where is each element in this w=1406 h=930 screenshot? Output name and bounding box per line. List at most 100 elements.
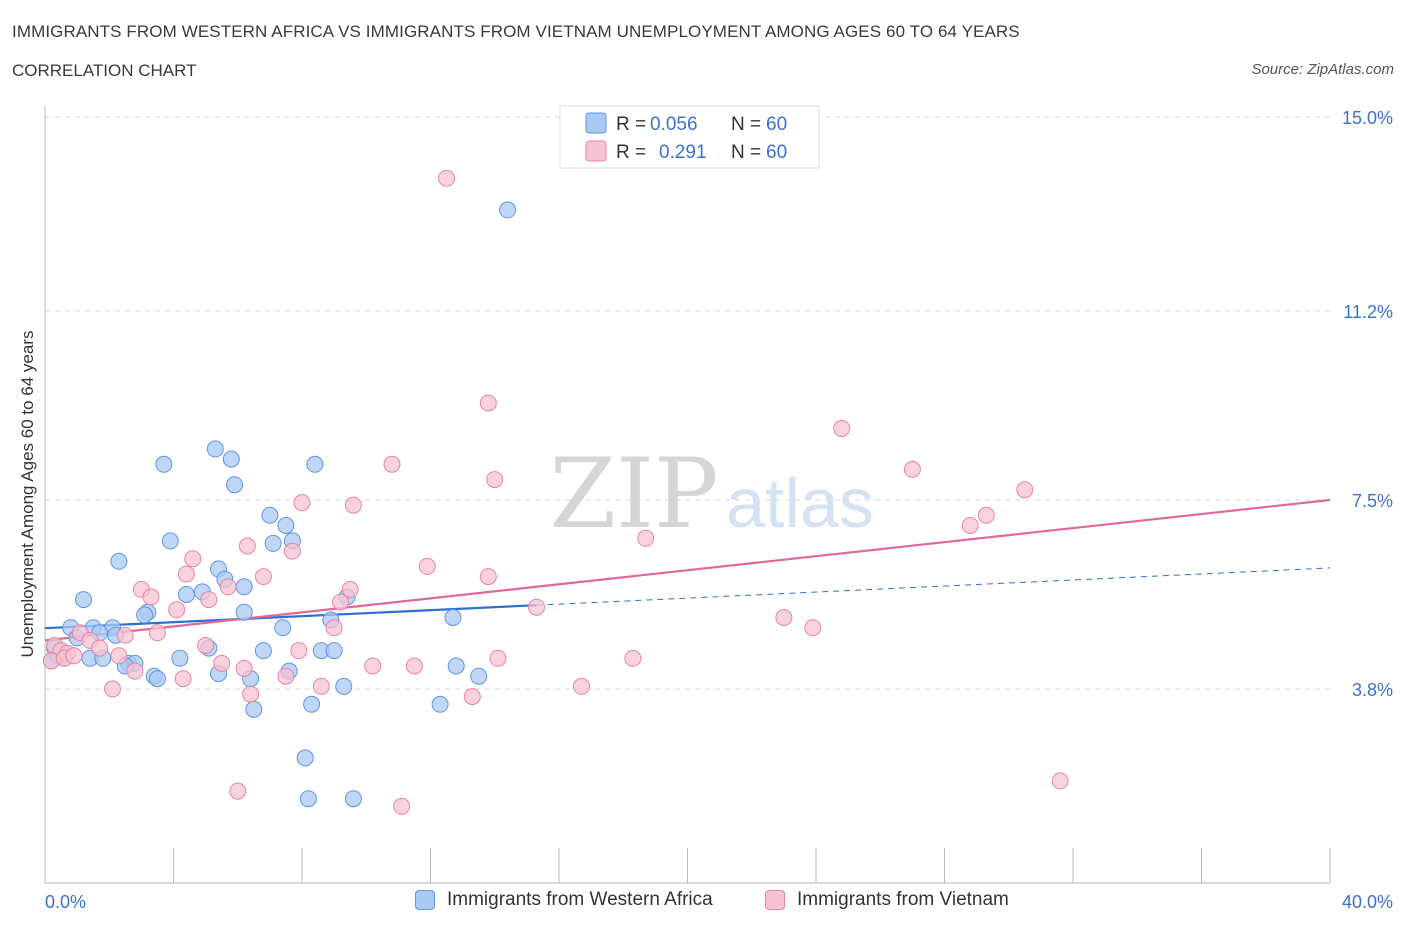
western-africa-point-42 bbox=[254, 642, 272, 660]
vietnam-trend-line bbox=[44, 498, 1331, 642]
correlation-legend: R = 0.056 N = 60 R = 0.291 N = 60 bbox=[559, 105, 820, 169]
legend-swatch-pink bbox=[585, 140, 607, 162]
western-africa-point-19 bbox=[136, 606, 154, 624]
vietnam-point-14 bbox=[184, 550, 202, 568]
vietnam-point-3 bbox=[383, 455, 401, 473]
watermark: ZIP atlas bbox=[549, 438, 874, 550]
trend-lines bbox=[44, 498, 1331, 642]
vietnam-point-53 bbox=[312, 677, 330, 695]
legend-item-western-africa: Immigrants from Western Africa bbox=[415, 889, 713, 911]
watermark-zip: ZIP bbox=[549, 438, 718, 550]
western-africa-point-41 bbox=[171, 649, 189, 667]
vietnam-point-46 bbox=[364, 657, 382, 675]
western-africa-point-44 bbox=[325, 642, 343, 660]
data-points bbox=[42, 169, 1069, 815]
vietnam-point-27 bbox=[775, 609, 793, 626]
western-africa-point-4 bbox=[306, 455, 324, 473]
legend-item-vietnam: Immigrants from Vietnam bbox=[765, 889, 1009, 911]
vietnam-point-12 bbox=[238, 537, 256, 555]
western-africa-point-17 bbox=[75, 591, 92, 609]
western-africa-point-56 bbox=[431, 695, 449, 713]
vietnam-point-4 bbox=[903, 460, 921, 478]
grid-lines bbox=[45, 116, 1330, 690]
western-africa-point-12 bbox=[110, 552, 128, 570]
x-tick-label-max: 40.0% bbox=[1342, 892, 1393, 912]
y-tick-label-0: 3.8% bbox=[1352, 680, 1393, 700]
vietnam-point-57 bbox=[463, 688, 481, 706]
vietnam-point-47 bbox=[405, 657, 423, 675]
vietnam-point-20 bbox=[341, 580, 359, 598]
vietnam-point-29 bbox=[804, 619, 822, 637]
vietnam-point-55 bbox=[104, 680, 121, 698]
y-tick-label-3: 15.0% bbox=[1342, 108, 1393, 128]
vietnam-point-15 bbox=[418, 557, 436, 575]
legend-swatch-vietnam bbox=[765, 890, 785, 910]
western-africa-point-7 bbox=[277, 517, 295, 534]
western-africa-point-51 bbox=[447, 657, 465, 675]
vietnam-point-8 bbox=[344, 496, 362, 514]
vietnam-point-28 bbox=[325, 619, 343, 637]
vietnam-point-18 bbox=[479, 568, 497, 586]
vietnam-point-38 bbox=[290, 642, 308, 660]
watermark-atlas: atlas bbox=[726, 464, 874, 542]
series-legend: Immigrants from Western Africa Immigrant… bbox=[0, 889, 1406, 915]
vietnam-point-43 bbox=[65, 647, 83, 665]
vietnam-point-50 bbox=[126, 662, 144, 680]
vietnam-point-44 bbox=[489, 649, 507, 667]
legend-r-value-blue: 0.056 bbox=[650, 114, 698, 135]
western-africa-trend-line bbox=[44, 604, 537, 630]
vietnam-point-7 bbox=[293, 494, 311, 512]
vietnam-point-13 bbox=[283, 542, 301, 560]
western-africa-point-2 bbox=[155, 455, 173, 473]
vietnam-point-48 bbox=[213, 654, 231, 672]
legend-r-label-pink: R = bbox=[616, 142, 646, 163]
western-africa-point-54 bbox=[303, 695, 321, 713]
vietnam-point-36 bbox=[91, 639, 109, 657]
tick-labels: 3.8% 7.5% 11.2% 15.0% 0.0% 40.0% bbox=[45, 108, 1393, 912]
vietnam-point-51 bbox=[174, 670, 192, 688]
vietnam-point-21 bbox=[219, 578, 237, 596]
western-africa-point-6 bbox=[261, 506, 279, 524]
western-africa-point-55 bbox=[245, 700, 263, 718]
vietnam-point-10 bbox=[961, 517, 979, 534]
vietnam-point-11 bbox=[637, 529, 655, 547]
chart-title: IMMIGRANTS FROM WESTERN AFRICA VS IMMIGR… bbox=[12, 22, 1020, 41]
western-africa-point-16 bbox=[177, 586, 195, 603]
legend-swatch-blue bbox=[585, 112, 607, 134]
legend-r-value-pink: 0.291 bbox=[659, 142, 707, 163]
vietnam-point-5 bbox=[486, 471, 504, 489]
legend-swatch-western-africa bbox=[415, 890, 435, 910]
vietnam-point-37 bbox=[197, 637, 215, 654]
chart-subtitle: CORRELATION CHART bbox=[12, 61, 197, 80]
legend-r-label-blue: R = bbox=[616, 114, 646, 135]
source-label: Source: ZipAtlas.com bbox=[1251, 61, 1394, 78]
vietnam-point-25 bbox=[168, 601, 186, 619]
western-africa-point-11 bbox=[235, 578, 253, 596]
western-africa-point-1 bbox=[206, 440, 224, 458]
western-africa-trend-extension bbox=[536, 567, 1331, 606]
vietnam-point-56 bbox=[242, 685, 260, 703]
x-tick-label-min: 0.0% bbox=[45, 892, 86, 912]
vietnam-point-32 bbox=[116, 626, 134, 644]
western-africa-point-5 bbox=[226, 476, 243, 494]
vietnam-point-26 bbox=[528, 598, 545, 616]
western-africa-point-53 bbox=[335, 677, 353, 695]
western-africa-point-57 bbox=[296, 749, 314, 767]
western-africa-point-0 bbox=[499, 201, 517, 219]
vietnam-point-16 bbox=[177, 565, 195, 583]
vietnam-point-22 bbox=[142, 588, 160, 606]
vietnam-point-39 bbox=[110, 647, 128, 665]
western-africa-point-49 bbox=[148, 670, 166, 688]
y-tick-label-2: 11.2% bbox=[1343, 302, 1393, 322]
vietnam-point-0 bbox=[438, 169, 456, 187]
western-africa-point-20 bbox=[235, 603, 253, 621]
vietnam-point-49 bbox=[235, 660, 253, 677]
vietnam-point-30 bbox=[148, 624, 166, 642]
vietnam-point-24 bbox=[332, 593, 349, 611]
legend-label-vietnam: Immigrants from Vietnam bbox=[797, 889, 1009, 910]
legend-label-western-africa: Immigrants from Western Africa bbox=[447, 889, 713, 910]
vietnam-point-2 bbox=[833, 420, 851, 437]
legend-n-label-blue: N = bbox=[731, 114, 761, 135]
western-africa-point-58 bbox=[299, 790, 317, 808]
